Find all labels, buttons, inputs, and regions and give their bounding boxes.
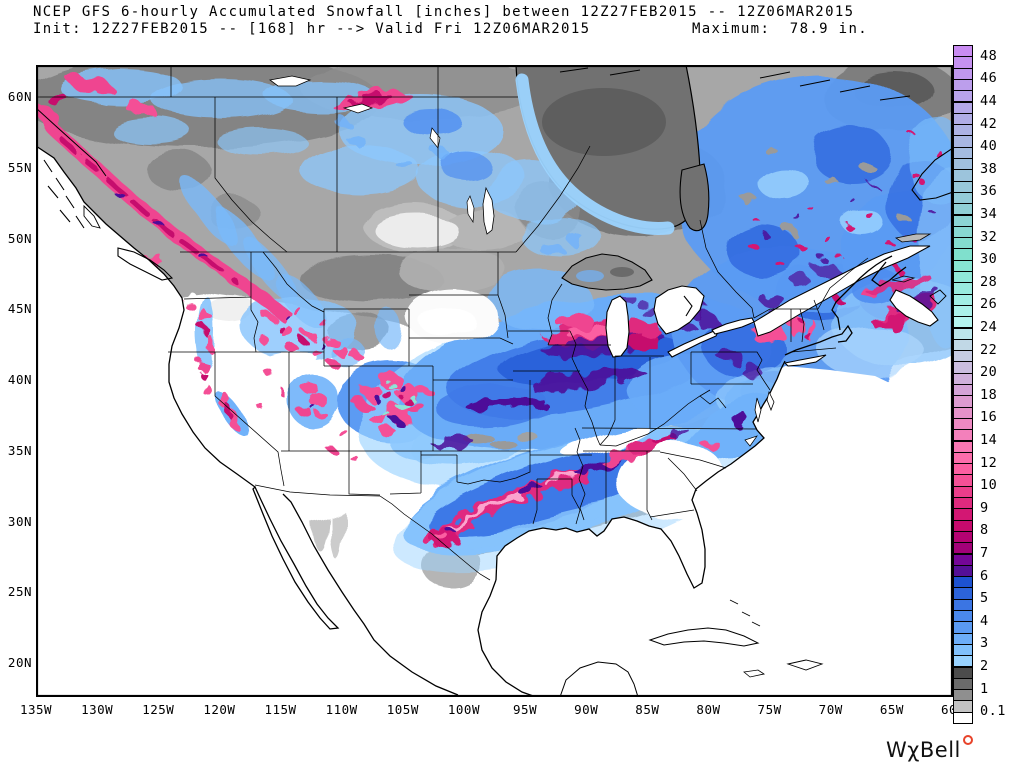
colorbar-label: 48	[980, 47, 998, 64]
x-tick-label: 80W	[696, 702, 721, 717]
colorbar-label: 9	[980, 499, 989, 516]
y-tick-label: 35N	[7, 442, 32, 458]
colorbar-label: 26	[980, 296, 998, 313]
snowfall-colorbar: 48 46 44 42 40 38 36 34 32 30 28 26 24 22 20 18 16 14 12 10…	[953, 45, 1023, 725]
wxbell-logo: WχBell	[886, 735, 973, 762]
wxbell-logo-text: WχBell	[886, 738, 961, 762]
colorbar-label: 20	[980, 364, 998, 381]
colorbar-label: 40	[980, 138, 998, 155]
colorbar-label: 4	[980, 612, 989, 629]
x-tick-label: 75W	[757, 702, 782, 717]
colorbar-label: 1	[980, 680, 989, 697]
colorbar-label: 24	[980, 319, 998, 335]
x-tick-label: 70W	[818, 702, 843, 717]
colorbar-label: 28	[980, 273, 998, 290]
x-tick-label: 135W	[19, 702, 53, 717]
colorbar-label: 18	[980, 386, 998, 403]
x-tick-label: 115W	[264, 702, 297, 717]
colorbar-label: 6	[980, 567, 989, 584]
x-tick-label: 85W	[635, 702, 660, 717]
colorbar-label: 10	[980, 477, 998, 494]
colorbar-label: 32	[980, 228, 998, 245]
x-tick-label: 125W	[142, 702, 175, 717]
colorbar-label: 14	[980, 432, 998, 448]
coastlines	[36, 71, 953, 697]
colorbar-label: 2	[980, 658, 989, 674]
map-title: NCEP GFS 6-hourly Accumulated Snowfall […	[33, 4, 855, 20]
x-tick-label: 110W	[325, 702, 358, 717]
colorbar-label: 8	[980, 522, 989, 539]
colorbar-label: 22	[980, 341, 998, 358]
x-tick-label: 105W	[386, 702, 419, 717]
y-tick-label: 25N	[7, 584, 32, 600]
colorbar-label: 30	[980, 251, 998, 268]
colorbar-label: 3	[980, 635, 989, 652]
colorbar-cell	[953, 711, 973, 724]
y-tick-label: 60N	[7, 89, 32, 104]
x-tick-label: 65W	[879, 702, 904, 717]
maximum-value-label: Maximum: 78.9 in.	[692, 21, 869, 37]
colorbar-label: 42	[980, 115, 998, 132]
colorbar-label: 34	[980, 206, 998, 222]
y-tick-label: 55N	[7, 159, 32, 175]
y-tick-label: 45N	[7, 301, 32, 317]
hudson-bay	[515, 65, 710, 235]
colorbar-label: 0.1	[980, 703, 1006, 720]
x-tick-label: 100W	[447, 702, 480, 717]
y-tick-label: 20N	[7, 655, 32, 670]
y-tick-label: 40N	[7, 372, 32, 387]
state-borders	[36, 65, 869, 581]
great-lakes	[269, 75, 755, 358]
y-tick-label: 50N	[7, 230, 32, 246]
wxbell-ring-icon	[962, 735, 973, 745]
colorbar-label: 12	[980, 454, 998, 471]
colorbar-label: 36	[980, 183, 998, 200]
x-tick-label: 90W	[574, 702, 599, 717]
ocean-masks	[36, 146, 953, 697]
colorbar-label: 7	[980, 545, 989, 561]
map-subtitle: Init: 12Z27FEB2015 -- [168] hr --> Valid…	[33, 21, 591, 37]
colorbar-label: 46	[980, 70, 998, 87]
colorbar-label: 38	[980, 160, 998, 177]
x-tick-label: 95W	[513, 702, 538, 717]
x-tick-label: 130W	[81, 702, 114, 717]
st-lawrence	[753, 233, 932, 337]
x-tick-label: 120W	[203, 702, 236, 717]
snowfield-speckles	[333, 116, 939, 293]
colorbar-label: 44	[980, 93, 998, 109]
y-tick-label: 30N	[7, 513, 32, 529]
colorbar-label: 16	[980, 409, 998, 426]
colorbar-label: 5	[980, 590, 989, 607]
map-frame	[36, 65, 953, 697]
